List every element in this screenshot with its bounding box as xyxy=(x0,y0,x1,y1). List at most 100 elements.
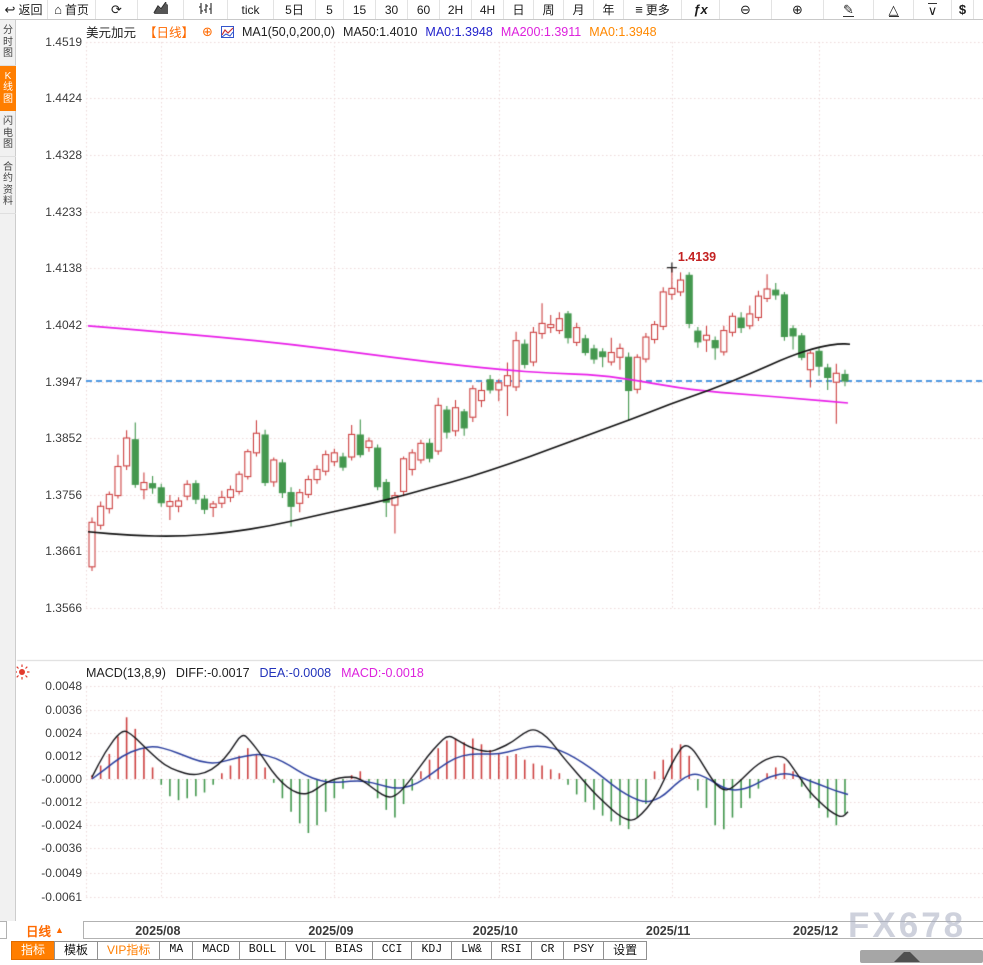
price-axis-label: 1.4519 xyxy=(45,35,82,49)
toolbar-button-home[interactable]: ⌂ 首页 xyxy=(48,0,96,19)
toolbar-button-label: 60 xyxy=(416,2,431,17)
macd-axis-label: -0.0061 xyxy=(41,889,82,904)
indicator-button-rsi[interactable]: RSI xyxy=(490,941,532,960)
toolbar-button-label: 4H xyxy=(479,2,496,17)
toolbar-button-dollar[interactable]: $ xyxy=(952,0,974,19)
indicator-button-boll[interactable]: BOLL xyxy=(238,941,287,960)
price-axis-label: 1.3566 xyxy=(45,600,82,615)
back-icon: ↩ xyxy=(4,2,16,17)
macd-axis-label: 0.0036 xyxy=(45,702,82,717)
toolbar-button-year[interactable]: 年 xyxy=(594,0,624,19)
toolbar-button-label: 日 xyxy=(512,3,525,17)
macd-hist-value: MACD:-0.0018 xyxy=(341,666,424,680)
ma0-blue-value: MA0:1.3948 xyxy=(425,24,493,39)
x-axis-date-label: 2025/09 xyxy=(308,924,354,938)
toolbar-button-back[interactable]: ↩ 返回 xyxy=(0,0,48,19)
toolbar-button-tri-down[interactable]: ∨ xyxy=(914,0,952,19)
macd-axis-label: 0.0048 xyxy=(45,679,82,694)
period-selector[interactable]: 日线 ▲ xyxy=(6,921,84,939)
toolbar-button-bar-chart[interactable] xyxy=(138,0,184,19)
toolbar-button-label: 周 xyxy=(542,3,555,17)
toolbar-button-m60[interactable]: 60 xyxy=(408,0,440,19)
indicator-button-vip[interactable]: VIP指标 xyxy=(97,941,161,960)
toolbar-button-label: 年 xyxy=(602,3,615,17)
macd-settings-icon[interactable] xyxy=(14,664,30,685)
toolbar-button-more[interactable]: ≡ 更多 xyxy=(624,0,682,19)
macd-axis-label: -0.0036 xyxy=(41,841,82,856)
sidebar-item-time-chart[interactable]: 分时图 xyxy=(0,20,16,66)
toolbar-button-h4[interactable]: 4H xyxy=(472,0,504,19)
tri-up-icon: △ xyxy=(888,1,899,17)
toolbar-button-m5[interactable]: 5 xyxy=(316,0,344,19)
toolbar-button-label: 更多 xyxy=(645,3,670,17)
toolbar-button-fx[interactable]: ƒx xyxy=(682,0,720,19)
indicator-button-macd[interactable]: MACD xyxy=(192,941,240,960)
toolbar-button-label: 30 xyxy=(384,2,399,17)
macd-axis-label: -0.0049 xyxy=(41,866,82,881)
toolbar-button-label: 5日 xyxy=(285,3,304,17)
home-icon: ⌂ xyxy=(54,2,62,17)
sidebar-item-lightning-chart[interactable]: 闪电图 xyxy=(0,111,16,157)
ohlc-icon xyxy=(198,2,214,18)
toolbar-button-m30[interactable]: 30 xyxy=(376,0,408,19)
toolbar-button-5d[interactable]: 5日 xyxy=(274,0,316,19)
x-axis-date-label: 2025/11 xyxy=(645,924,691,938)
fx-icon: ƒx xyxy=(693,2,708,17)
toolbar-button-draw[interactable]: ✎ xyxy=(824,0,874,19)
price-axis-label: 1.4424 xyxy=(45,91,82,106)
toolbar-button-day[interactable]: 日 xyxy=(504,0,534,19)
zoom-in-icon: ⊕ xyxy=(792,2,803,17)
sidebar-item-kline-chart[interactable]: K线图 xyxy=(0,65,16,111)
left-sidebar: 分时图 K线图 闪电图 合约资料 xyxy=(0,20,16,921)
chevron-up-icon xyxy=(894,952,920,962)
x-axis-date-label: 2025/10 xyxy=(472,924,518,938)
main-chart-legend: 美元加元 【日线】 ⊕ MA1(50,0,200,0) MA50:1.4010 MA… xyxy=(86,22,657,41)
x-axis-row xyxy=(0,921,983,939)
indicator-button-moban[interactable]: 模板 xyxy=(54,941,99,960)
x-axis-date-label: 2025/12 xyxy=(793,924,839,938)
toolbar-button-ohlc[interactable] xyxy=(184,0,228,19)
toolbar-button-tick[interactable]: tick xyxy=(228,0,274,19)
indicator-button-cci[interactable]: CCI xyxy=(371,941,413,960)
macd-axis-label: -0.0000 xyxy=(41,772,82,786)
indicator-button-vol[interactable]: VOL xyxy=(285,941,327,960)
chart-type-icon[interactable] xyxy=(220,25,234,39)
ma50-value: MA50:1.4010 xyxy=(343,24,418,39)
refresh-icon: ⟳ xyxy=(111,2,122,17)
indicator-button-zhibiao[interactable]: 指标 xyxy=(11,941,56,960)
indicator-button-ma[interactable]: MA xyxy=(159,941,194,960)
toolbar-button-label: 15 xyxy=(352,2,367,17)
indicator-button-psy[interactable]: PSY xyxy=(563,941,605,960)
macd-axis-label: -0.0012 xyxy=(41,795,82,810)
toolbar-button-refresh[interactable]: ⟳ xyxy=(96,0,138,19)
scroll-collapse-handle[interactable] xyxy=(860,950,983,963)
indicator-button-lwr[interactable]: LW& xyxy=(451,941,492,960)
indicator-button-cr[interactable]: CR xyxy=(530,941,565,960)
toolbar-button-label: 返回 xyxy=(18,3,43,17)
price-axis-label: 1.4042 xyxy=(45,318,82,333)
toolbar-button-label: 5 xyxy=(326,2,333,17)
price-axis-label: 1.4138 xyxy=(45,261,82,276)
ma-settings-label: MA1(50,0,200,0) xyxy=(241,24,336,39)
price-axis-label: 1.3756 xyxy=(45,487,82,502)
indicator-button-shezhi[interactable]: 设置 xyxy=(603,941,648,960)
bar-chart-icon xyxy=(152,1,169,18)
indicator-button-kdj[interactable]: KDJ xyxy=(411,941,453,960)
toolbar-button-h2[interactable]: 2H xyxy=(440,0,472,19)
indicator-button-bias[interactable]: BIAS xyxy=(325,941,373,960)
toolbar-button-week[interactable]: 周 xyxy=(534,0,564,19)
x-axis-date-label: 2025/08 xyxy=(135,924,181,938)
toolbar-button-label: 月 xyxy=(572,3,585,17)
sidebar-item-contract-info[interactable]: 合约资料 xyxy=(0,157,16,214)
draw-icon: ✎ xyxy=(843,1,854,17)
toolbar-button-tri-up[interactable]: △ xyxy=(874,0,914,19)
top-toolbar: ↩ 返回 ⌂ 首页 ⟳ tick 5日 5 15 30 60 2H 4H 日周月年 ≡ 更多 ƒx ⊖ ⊕ ✎ △ ∨ $ xyxy=(0,0,983,20)
toolbar-button-zoom-out[interactable]: ⊖ xyxy=(720,0,772,19)
add-indicator-icon[interactable]: ⊕ xyxy=(202,23,213,39)
toolbar-button-m15[interactable]: 15 xyxy=(344,0,376,19)
toolbar-button-month[interactable]: 月 xyxy=(564,0,594,19)
more-icon: ≡ xyxy=(635,2,643,17)
toolbar-button-zoom-in[interactable]: ⊕ xyxy=(772,0,824,19)
